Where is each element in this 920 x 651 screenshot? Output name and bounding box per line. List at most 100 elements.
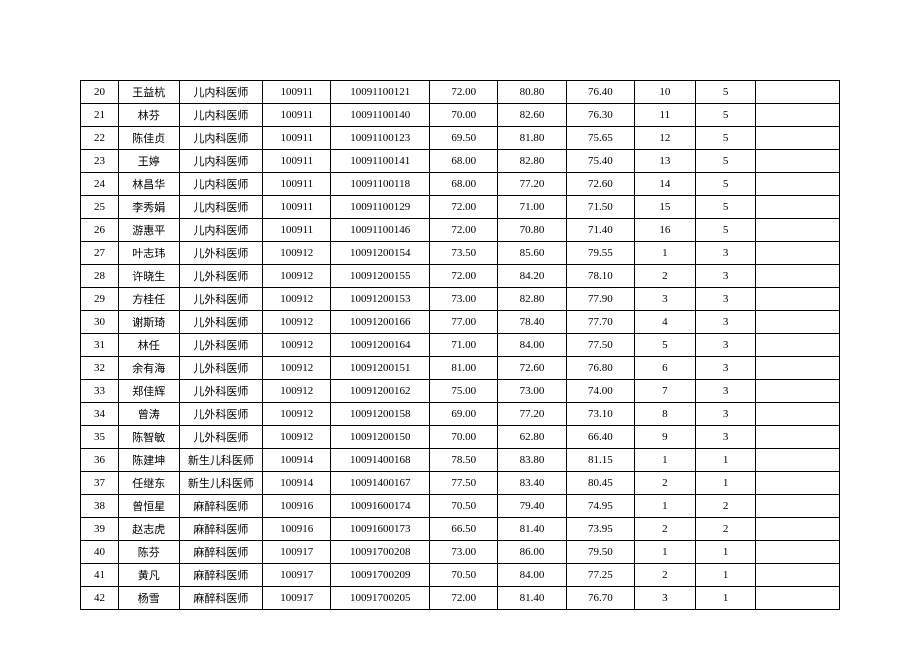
table-cell: 郑佳辉 [118, 380, 179, 403]
table-cell [756, 265, 840, 288]
table-cell [756, 426, 840, 449]
table-row: 41黄凡麻醉科医师1009171009170020970.5084.0077.2… [81, 564, 840, 587]
table-cell: 71.40 [566, 219, 634, 242]
table-cell: 72.00 [430, 196, 498, 219]
table-cell: 儿外科医师 [179, 426, 262, 449]
table-cell: 75.40 [566, 150, 634, 173]
table-cell: 曾涛 [118, 403, 179, 426]
table-cell [756, 150, 840, 173]
table-cell: 33 [81, 380, 119, 403]
table-cell: 77.70 [566, 311, 634, 334]
table-cell: 儿外科医师 [179, 357, 262, 380]
table-cell: 85.60 [498, 242, 566, 265]
table-cell: 5 [695, 150, 756, 173]
table-cell: 1 [634, 242, 695, 265]
table-cell: 10091700209 [331, 564, 430, 587]
table-cell: 麻醉科医师 [179, 587, 262, 610]
table-cell: 68.00 [430, 150, 498, 173]
table-cell: 陈建坤 [118, 449, 179, 472]
table-cell: 76.40 [566, 81, 634, 104]
table-cell: 72.00 [430, 587, 498, 610]
table-cell: 100917 [263, 541, 331, 564]
table-cell: 1 [695, 564, 756, 587]
table-cell: 儿内科医师 [179, 196, 262, 219]
table-cell: 39 [81, 518, 119, 541]
table-cell: 84.20 [498, 265, 566, 288]
table-cell: 24 [81, 173, 119, 196]
table-cell: 陈智敏 [118, 426, 179, 449]
table-cell: 75.65 [566, 127, 634, 150]
table-cell: 10 [634, 81, 695, 104]
table-cell [756, 357, 840, 380]
table-cell: 10091100123 [331, 127, 430, 150]
table-cell: 76.80 [566, 357, 634, 380]
table-cell: 77.00 [430, 311, 498, 334]
table-cell: 游惠平 [118, 219, 179, 242]
table-row: 39赵志虎麻醉科医师1009161009160017366.5081.4073.… [81, 518, 840, 541]
table-cell: 11 [634, 104, 695, 127]
table-cell: 32 [81, 357, 119, 380]
table-cell: 77.90 [566, 288, 634, 311]
table-row: 26游惠平儿内科医师1009111009110014672.0070.8071.… [81, 219, 840, 242]
table-cell [756, 472, 840, 495]
table-cell: 100912 [263, 357, 331, 380]
table-cell: 76.30 [566, 104, 634, 127]
table-cell: 100914 [263, 449, 331, 472]
table-cell: 5 [695, 196, 756, 219]
table-cell: 100912 [263, 380, 331, 403]
table-cell: 2 [634, 518, 695, 541]
table-cell: 儿内科医师 [179, 150, 262, 173]
table-cell: 3 [695, 426, 756, 449]
table-row: 42杨雪麻醉科医师1009171009170020572.0081.4076.7… [81, 587, 840, 610]
table-cell: 2 [634, 564, 695, 587]
table-cell: 3 [634, 587, 695, 610]
table-cell: 10091100146 [331, 219, 430, 242]
table-cell [756, 449, 840, 472]
table-cell: 71.00 [498, 196, 566, 219]
table-cell: 62.80 [498, 426, 566, 449]
table-cell: 82.80 [498, 288, 566, 311]
table-cell: 3 [695, 403, 756, 426]
table-cell: 72.00 [430, 81, 498, 104]
table-cell: 儿内科医师 [179, 104, 262, 127]
table-cell: 5 [634, 334, 695, 357]
table-cell [756, 288, 840, 311]
table-row: 24林昌华儿内科医师1009111009110011868.0077.2072.… [81, 173, 840, 196]
table-cell: 100912 [263, 265, 331, 288]
table-cell: 李秀娟 [118, 196, 179, 219]
table-cell: 100911 [263, 150, 331, 173]
table-cell: 100911 [263, 127, 331, 150]
table-row: 31林任儿外科医师1009121009120016471.0084.0077.5… [81, 334, 840, 357]
table-cell: 72.00 [430, 265, 498, 288]
table-row: 32余有海儿外科医师1009121009120015181.0072.6076.… [81, 357, 840, 380]
table-cell: 10091600173 [331, 518, 430, 541]
table-cell: 林芬 [118, 104, 179, 127]
table-row: 20王益杭儿内科医师1009111009110012172.0080.8076.… [81, 81, 840, 104]
table-cell: 41 [81, 564, 119, 587]
table-cell: 31 [81, 334, 119, 357]
table-cell: 10091200164 [331, 334, 430, 357]
table-cell: 100912 [263, 334, 331, 357]
table-cell: 赵志虎 [118, 518, 179, 541]
table-cell: 100911 [263, 173, 331, 196]
table-cell: 8 [634, 403, 695, 426]
table-cell: 3 [695, 380, 756, 403]
table-cell [756, 81, 840, 104]
table-cell: 66.40 [566, 426, 634, 449]
table-cell: 100912 [263, 288, 331, 311]
table-cell: 100914 [263, 472, 331, 495]
table-cell: 杨雪 [118, 587, 179, 610]
table-cell: 10091200151 [331, 357, 430, 380]
table-cell: 79.55 [566, 242, 634, 265]
table-cell: 70.50 [430, 495, 498, 518]
table-cell: 81.00 [430, 357, 498, 380]
table-cell: 儿外科医师 [179, 380, 262, 403]
table-cell: 1 [634, 495, 695, 518]
table-cell: 儿外科医师 [179, 288, 262, 311]
table-cell [756, 334, 840, 357]
table-cell: 10091200162 [331, 380, 430, 403]
table-cell: 80.45 [566, 472, 634, 495]
table-cell: 27 [81, 242, 119, 265]
table-cell: 100912 [263, 426, 331, 449]
table-cell [756, 380, 840, 403]
